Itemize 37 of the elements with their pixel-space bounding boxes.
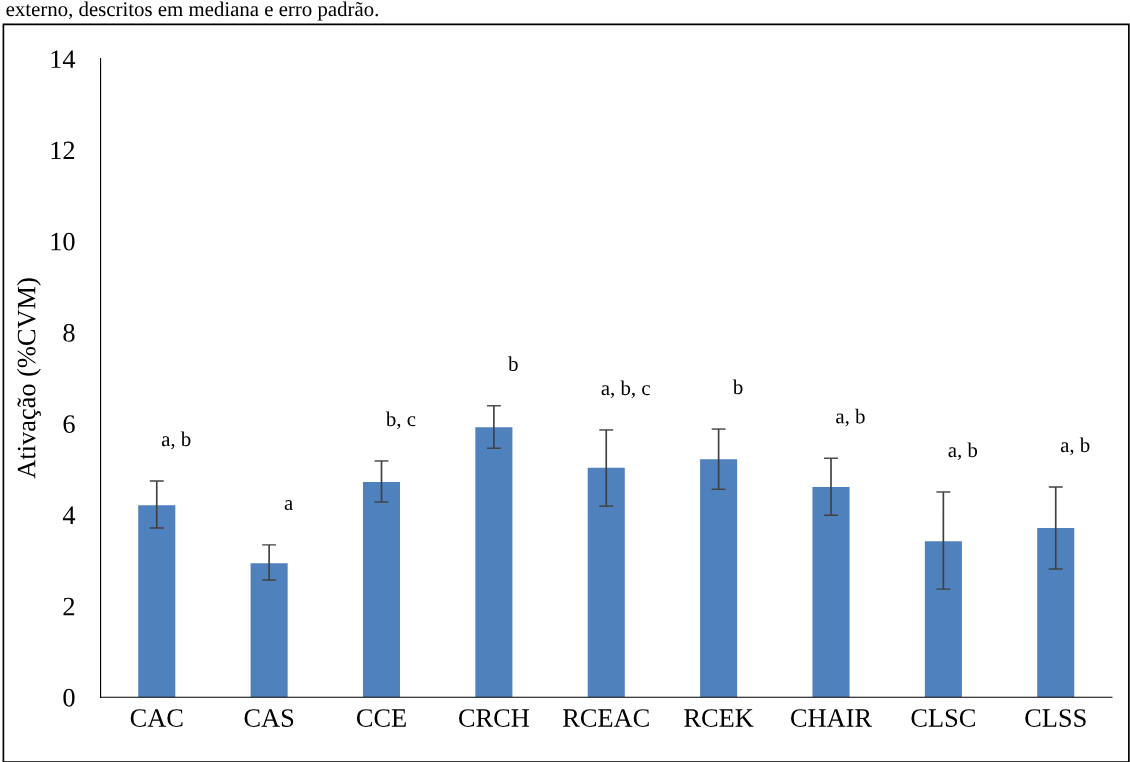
text: externo, descritos em mediana e erro padrão.: [6, 1, 378, 21]
y-tick-label: 0: [63, 688, 75, 707]
y-tick-label: 12: [51, 141, 75, 160]
bar: [812, 486, 850, 698]
y-tick-label: 8: [63, 323, 75, 342]
bar: [138, 505, 176, 698]
annotation: b, c: [385, 411, 416, 430]
x-tick-label: CLSS: [1025, 709, 1086, 727]
x-tick-label: RCEK: [684, 709, 754, 727]
bar: [475, 427, 513, 698]
x-tick-label: CAC: [130, 709, 183, 727]
x-tick-label: CAS: [244, 709, 294, 727]
y-tick-label: 10: [51, 232, 75, 251]
y-tick-label: 4: [62, 506, 76, 524]
y-axis-title: Ativação (%CVM): [16, 278, 41, 479]
annotation: a, b, c: [601, 380, 650, 399]
annotation: b: [508, 356, 518, 371]
x-tick-label: CCE: [356, 709, 406, 727]
x-tick-label: RCEAC: [563, 709, 649, 727]
annotation: a, b: [161, 431, 191, 450]
x-tick-label: CLSC: [911, 709, 975, 727]
bar: [924, 541, 962, 698]
bar: [362, 481, 401, 698]
annotation: a, b: [948, 442, 978, 461]
annotation: a, b: [1060, 437, 1090, 456]
y-tick-label: 6: [63, 415, 75, 433]
bar: [587, 467, 625, 698]
y-tick-label: 14: [51, 50, 76, 68]
annotation: b: [732, 379, 743, 395]
annotation: a, b: [836, 408, 865, 427]
annotation: a: [284, 500, 293, 511]
x-tick-label: CRCH: [459, 709, 530, 727]
y-tick-label: 2: [63, 597, 75, 616]
x-tick-label: CHAIR: [791, 709, 872, 727]
bar: [1037, 528, 1075, 698]
bar: [250, 563, 288, 698]
bar: [700, 459, 738, 698]
